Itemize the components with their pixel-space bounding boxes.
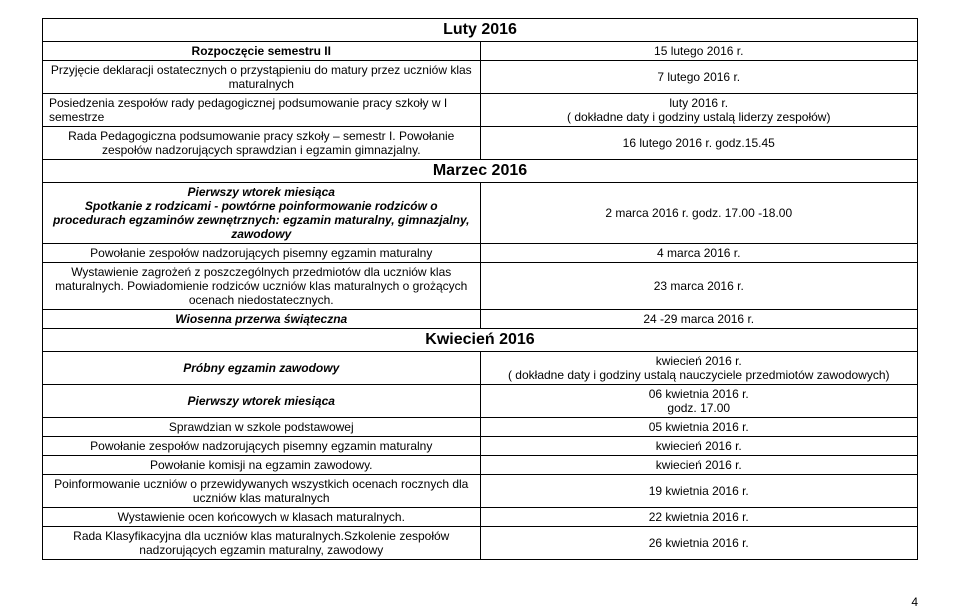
label-line: Spotkanie z rodzicami - powtórne poinfor… <box>53 199 470 241</box>
row-date: 19 kwietnia 2016 r. <box>480 475 918 508</box>
row-date: 24 -29 marca 2016 r. <box>480 310 918 329</box>
row-label: Wystawienie ocen końcowych w klasach mat… <box>43 508 481 527</box>
row-date: 7 lutego 2016 r. <box>480 61 918 94</box>
row-date: 15 lutego 2016 r. <box>480 42 918 61</box>
row-label: Wystawienie zagrożeń z poszczególnych pr… <box>43 263 481 310</box>
row-date: 2 marca 2016 r. godz. 17.00 -18.00 <box>480 183 918 244</box>
row-date: 26 kwietnia 2016 r. <box>480 527 918 560</box>
row-label: Poinformowanie uczniów o przewidywanych … <box>43 475 481 508</box>
date-line: godz. 17.00 <box>667 401 730 415</box>
row-label: Sprawdzian w szkole podstawowej <box>43 418 481 437</box>
row-date: 4 marca 2016 r. <box>480 244 918 263</box>
date-line: 06 kwietnia 2016 r. <box>649 387 749 401</box>
row-label: Wiosenna przerwa świąteczna <box>43 310 481 329</box>
row-label: Posiedzenia zespołów rady pedagogicznej … <box>43 94 481 127</box>
row-date: 23 marca 2016 r. <box>480 263 918 310</box>
row-label: Powołanie komisji na egzamin zawodowy. <box>43 456 481 475</box>
row-label: Rada Klasyfikacyjna dla uczniów klas mat… <box>43 527 481 560</box>
row-label: Powołanie zespołów nadzorujących pisemny… <box>43 437 481 456</box>
row-label: Pierwszy wtorek miesiąca <box>43 385 481 418</box>
month-header-luty: Luty 2016 <box>43 19 918 42</box>
month-header-marzec: Marzec 2016 <box>43 160 918 183</box>
date-note: ( dokładne daty i godziny ustalą nauczyc… <box>508 368 890 382</box>
schedule-table: Luty 2016 Rozpoczęcie semestru II 15 lut… <box>42 18 918 560</box>
row-label: Rada Pedagogiczna podsumowanie pracy szk… <box>43 127 481 160</box>
row-date: 05 kwietnia 2016 r. <box>480 418 918 437</box>
date-line: luty 2016 r. <box>669 96 728 110</box>
row-date: kwiecień 2016 r. <box>480 437 918 456</box>
row-date: 06 kwietnia 2016 r. godz. 17.00 <box>480 385 918 418</box>
date-note: ( dokładne daty i godziny ustalą liderzy… <box>567 110 830 124</box>
row-label: Rozpoczęcie semestru II <box>43 42 481 61</box>
row-date: luty 2016 r. ( dokładne daty i godziny u… <box>480 94 918 127</box>
row-date: kwiecień 2016 r. <box>480 456 918 475</box>
row-label: Pierwszy wtorek miesiąca Spotkanie z rod… <box>43 183 481 244</box>
row-label: Przyjęcie deklaracji ostatecznych o przy… <box>43 61 481 94</box>
row-date: 22 kwietnia 2016 r. <box>480 508 918 527</box>
label-line: Pierwszy wtorek miesiąca <box>188 185 335 199</box>
month-header-kwiecien: Kwiecień 2016 <box>43 329 918 352</box>
page-number: 4 <box>911 595 918 609</box>
row-date: 16 lutego 2016 r. godz.15.45 <box>480 127 918 160</box>
row-label: Próbny egzamin zawodowy <box>43 352 481 385</box>
row-date: kwiecień 2016 r. ( dokładne daty i godzi… <box>480 352 918 385</box>
row-label: Powołanie zespołów nadzorujących pisemny… <box>43 244 481 263</box>
date-line: kwiecień 2016 r. <box>656 354 742 368</box>
